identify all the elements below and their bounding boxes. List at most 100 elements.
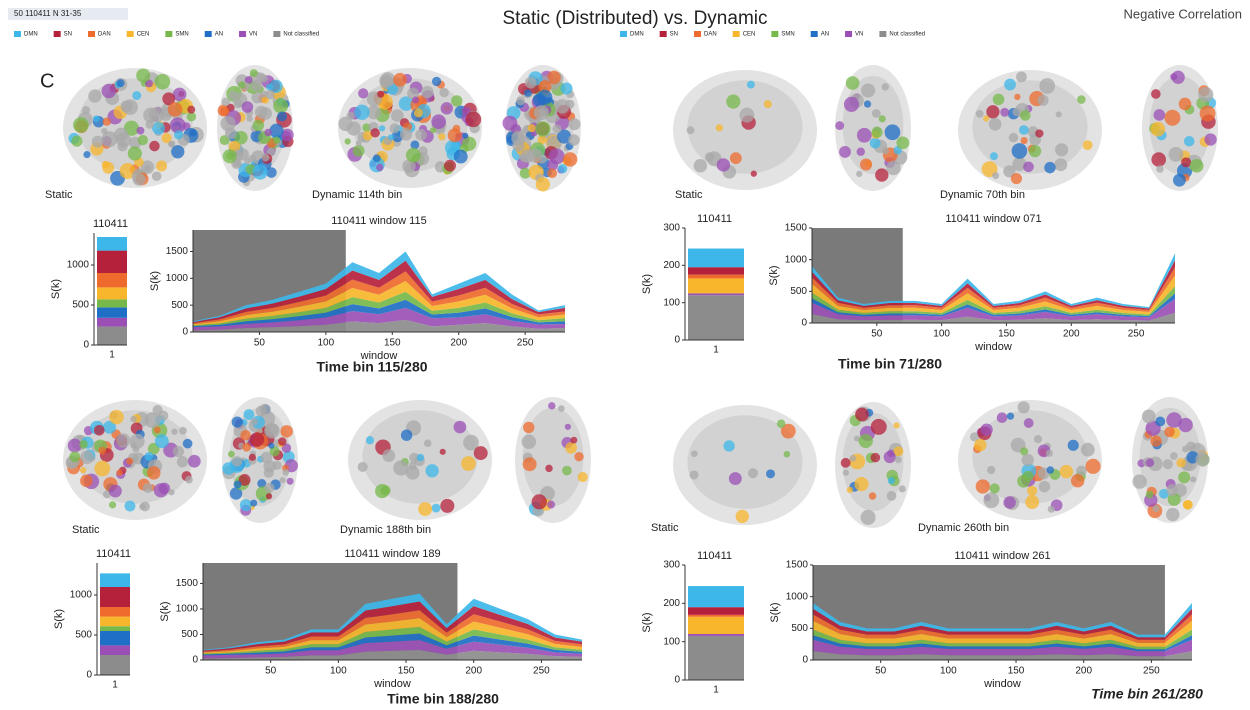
- brain-region: [1007, 413, 1014, 420]
- right-note: Negative Correlation: [1123, 6, 1242, 21]
- bar-segment: [100, 617, 130, 627]
- brain-region: [574, 452, 583, 461]
- brain-region: [565, 424, 571, 430]
- chart-title: 110411: [96, 548, 131, 560]
- y-tick-label: 1000: [176, 604, 199, 615]
- brain-region: [261, 452, 273, 464]
- brain-region: [1055, 143, 1068, 156]
- brain-region: [83, 151, 90, 158]
- brain-region: [223, 149, 237, 163]
- brain-region: [220, 116, 235, 131]
- static-label: Static: [45, 189, 73, 201]
- caption: Time bin 261/280: [1091, 686, 1203, 702]
- brain-region: [736, 510, 749, 523]
- brain-region: [1200, 106, 1216, 122]
- brain-region: [417, 454, 425, 462]
- brain-region: [358, 88, 368, 98]
- bar-segment: [688, 634, 744, 636]
- brain-region: [1038, 95, 1049, 106]
- bar-segment: [688, 607, 744, 615]
- y-axis-label: S(k): [768, 265, 780, 285]
- brain-region: [461, 456, 476, 471]
- brain-region: [1016, 71, 1027, 82]
- brain-region: [93, 115, 100, 122]
- brain-region: [130, 416, 136, 422]
- brain-region: [243, 409, 254, 420]
- brain-region: [1164, 110, 1180, 126]
- brain-region: [563, 152, 577, 166]
- brain-region: [861, 84, 875, 98]
- y-tick-label: 1000: [166, 273, 189, 284]
- legend-swatch: [273, 31, 280, 37]
- brain-region: [1146, 491, 1154, 499]
- page: 50 110411 N 31-35 Static (Distributed) v…: [0, 0, 1250, 710]
- brain-region: [705, 152, 714, 161]
- y-tick-label: 500: [171, 300, 188, 311]
- brain-region: [974, 439, 986, 451]
- brain-region: [552, 124, 561, 133]
- bar-segment: [97, 251, 127, 273]
- brain-region: [80, 451, 94, 465]
- brain-region: [109, 410, 123, 424]
- brain-region: [1056, 111, 1062, 117]
- brain-region: [145, 120, 154, 129]
- brain-region: [1071, 474, 1084, 487]
- bar-segment: [688, 278, 744, 293]
- brain-region: [747, 81, 755, 89]
- brain-region: [69, 451, 80, 462]
- brain-region: [888, 477, 895, 484]
- brain-region: [249, 454, 256, 461]
- brain-region: [568, 134, 579, 145]
- bar-segment: [100, 573, 130, 587]
- y-tick-label: 0: [802, 655, 808, 666]
- brain-region: [136, 127, 144, 135]
- brain-region: [116, 469, 123, 476]
- brain-region: [154, 483, 168, 497]
- brain-region: [171, 428, 177, 434]
- y-tick-label: 0: [192, 655, 198, 666]
- brain-region: [1027, 486, 1037, 496]
- brain-region: [88, 89, 101, 102]
- brain-region: [149, 107, 164, 122]
- bar-segment: [97, 237, 127, 251]
- legend-label: DMN: [24, 32, 38, 38]
- x-tick-label: 50: [265, 666, 277, 677]
- legend-label: CEN: [137, 32, 150, 38]
- chart-title: 110411 window 115: [331, 215, 426, 227]
- brain-region: [846, 76, 860, 90]
- brain-region: [1014, 94, 1020, 100]
- brain-region: [439, 88, 449, 98]
- legend-label: Not classified: [283, 32, 319, 38]
- brain-region: [145, 452, 154, 461]
- brain-region: [347, 112, 355, 120]
- brain-region: [841, 458, 851, 468]
- x-tick-label: 200: [1063, 329, 1080, 340]
- x-tick-label: 250: [517, 338, 534, 349]
- legend-label: SMN: [175, 32, 188, 38]
- brain-region: [103, 118, 111, 126]
- brain-region: [1044, 162, 1055, 173]
- brain-region: [730, 152, 742, 164]
- brain-region: [1176, 458, 1185, 467]
- legend-label: DAN: [98, 32, 111, 38]
- brain-region: [116, 433, 130, 447]
- x-tick-label: 1: [112, 680, 118, 691]
- brain-region: [1178, 471, 1190, 483]
- brain-region: [984, 492, 1000, 508]
- brain-region: [171, 145, 184, 158]
- brain-region: [122, 99, 137, 114]
- brain-region: [523, 457, 537, 471]
- brain-region: [1178, 418, 1192, 432]
- brain-region: [717, 158, 730, 171]
- y-axis-label: S(k): [149, 271, 161, 291]
- static-label: Static: [72, 524, 100, 536]
- brain-region: [512, 140, 524, 152]
- bar-segment: [688, 249, 744, 268]
- brain-region: [73, 117, 89, 133]
- y-tick-label: 1000: [70, 590, 93, 601]
- brain-region: [379, 125, 385, 131]
- brain-region: [238, 81, 245, 88]
- brain-region: [280, 425, 293, 438]
- brain-region: [173, 446, 184, 457]
- static-label: Static: [651, 522, 679, 534]
